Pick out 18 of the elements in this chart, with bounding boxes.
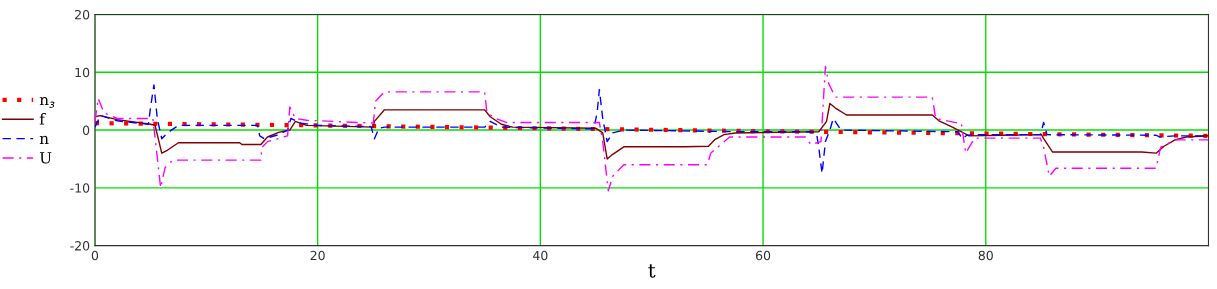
x-tick-label: 20 [310, 250, 325, 261]
y-tick-label: 0 [82, 125, 90, 135]
x-tick-label: 0 [91, 250, 99, 261]
line-series [94, 102, 1209, 160]
y-tick-label: 20 [75, 9, 90, 20]
y-tick-label: 10 [75, 67, 90, 78]
y-tick-label: -10 [70, 183, 90, 193]
legend-label: n$_{з}$ [39, 96, 55, 108]
legend-label: f [39, 112, 46, 125]
line-series [94, 65, 1209, 192]
legend-label: n [39, 135, 49, 144]
x-axis-title: t [648, 264, 656, 278]
x-tick-label: 40 [533, 250, 548, 261]
x-tick-label: 60 [755, 250, 771, 261]
line-series [94, 121, 1209, 138]
legend-label: U [39, 152, 52, 164]
x-tick-label: 80 [978, 250, 993, 261]
y-tick-label: -20 [70, 241, 90, 251]
